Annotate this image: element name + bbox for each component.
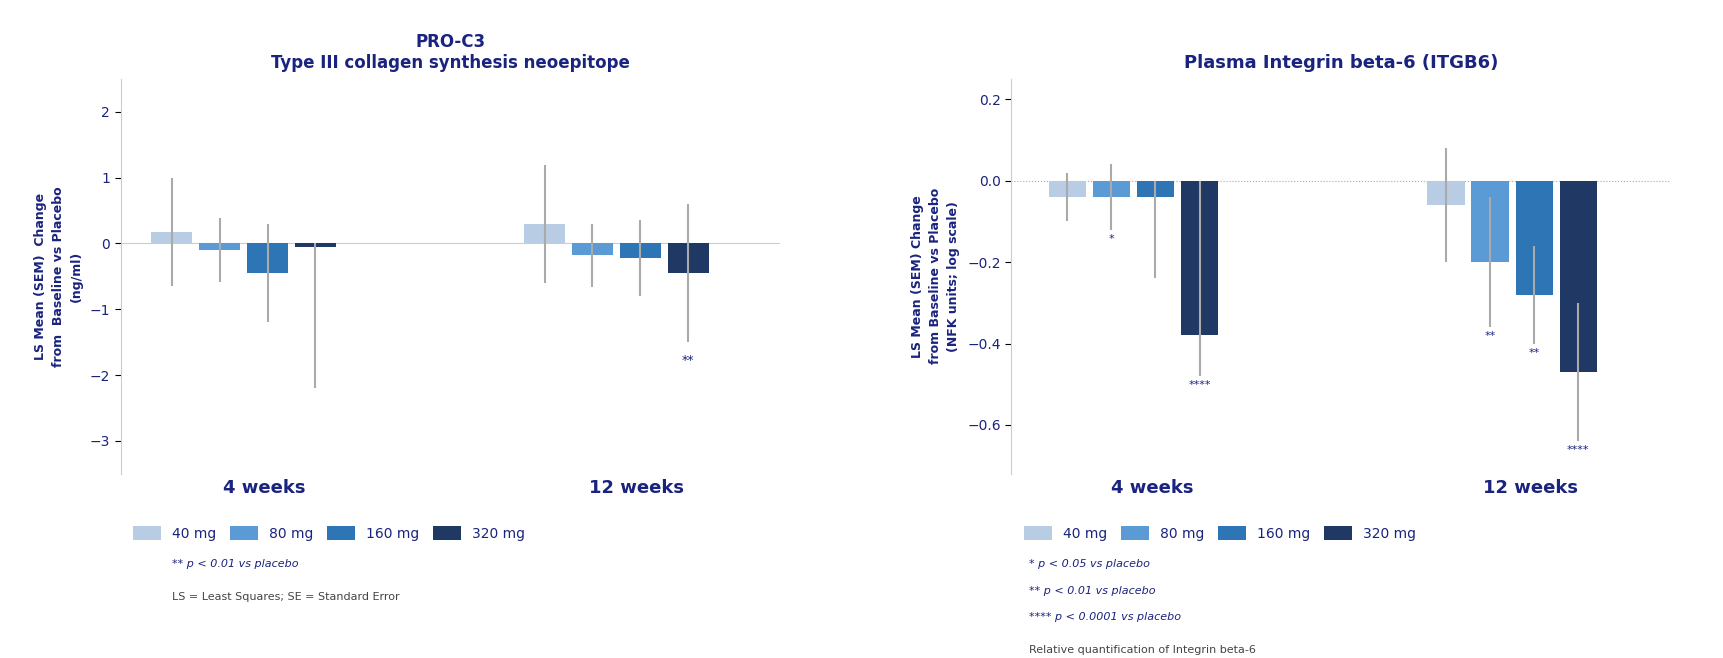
Y-axis label: LS Mean (SEM) Change
from Baseline vs Placebo
(NFK units; log scale): LS Mean (SEM) Change from Baseline vs Pl… [911,188,960,365]
Legend: 40 mg, 80 mg, 160 mg, 320 mg: 40 mg, 80 mg, 160 mg, 320 mg [1018,520,1421,546]
Bar [1559,181,1597,372]
Bar [246,243,288,273]
Text: * p < 0.05 vs placebo: * p < 0.05 vs placebo [1029,559,1149,569]
Y-axis label: LS Mean (SEM)  Change
from  Baseline vs Placebo
(ng/ml): LS Mean (SEM) Change from Baseline vs Pl… [34,186,83,367]
Legend: 40 mg, 80 mg, 160 mg, 320 mg: 40 mg, 80 mg, 160 mg, 320 mg [128,520,531,546]
Bar [1092,181,1130,197]
Text: ****: **** [1568,445,1590,455]
Text: ** p < 0.01 vs placebo: ** p < 0.01 vs placebo [172,559,298,569]
Bar [1049,181,1085,197]
Text: LS = Least Squares; SE = Standard Error: LS = Least Squares; SE = Standard Error [172,592,400,602]
Bar [1516,181,1552,295]
Text: *: * [1108,234,1115,243]
Text: Relative quantification of Integrin beta-6: Relative quantification of Integrin beta… [1029,645,1256,655]
Title: PRO-C3
Type III collagen synthesis neoepitope: PRO-C3 Type III collagen synthesis neoep… [271,33,631,72]
Text: ** p < 0.01 vs placebo: ** p < 0.01 vs placebo [1029,586,1154,595]
Text: **: ** [682,354,694,367]
Bar [1427,181,1465,205]
Bar [1471,181,1509,262]
Text: **** p < 0.0001 vs placebo: **** p < 0.0001 vs placebo [1029,612,1180,622]
Text: **: ** [1528,347,1540,357]
Bar [152,232,193,243]
Title: Plasma Integrin beta-6 (ITGB6): Plasma Integrin beta-6 (ITGB6) [1184,54,1499,72]
Bar [1180,181,1218,336]
Bar [200,243,239,250]
Bar [295,243,336,247]
Bar [524,224,565,243]
Bar [1137,181,1173,197]
Text: **: ** [1485,332,1496,342]
Text: ****: **** [1189,380,1211,390]
Bar [620,243,662,258]
Bar [572,243,613,255]
Bar [667,243,708,273]
